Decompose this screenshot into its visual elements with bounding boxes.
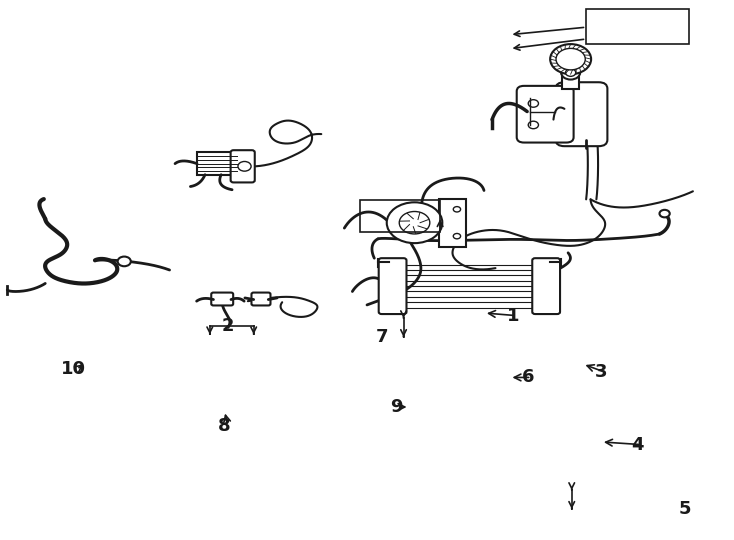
Bar [586,9,688,44]
Circle shape [561,65,580,79]
FancyBboxPatch shape [211,293,233,306]
Bar [562,73,579,89]
Circle shape [238,161,251,171]
Circle shape [556,49,585,70]
Text: 3: 3 [595,363,607,381]
Circle shape [387,202,443,243]
Circle shape [454,207,461,212]
Text: 5: 5 [679,500,691,518]
Circle shape [454,233,461,239]
Text: 8: 8 [218,417,230,435]
Circle shape [550,44,591,74]
Text: 7: 7 [375,328,388,346]
Text: 6: 6 [522,368,534,387]
Text: 2: 2 [222,318,234,335]
Text: 4: 4 [631,436,644,454]
FancyBboxPatch shape [230,150,255,183]
Circle shape [528,100,539,107]
FancyBboxPatch shape [532,258,560,314]
FancyBboxPatch shape [252,293,270,306]
Bar [439,199,466,247]
Circle shape [117,256,131,266]
Circle shape [565,69,575,76]
FancyBboxPatch shape [379,258,407,314]
Circle shape [659,210,669,218]
Bar [360,200,440,232]
Text: 9: 9 [390,398,402,416]
Text: 10: 10 [60,360,86,379]
FancyBboxPatch shape [556,82,608,146]
Circle shape [399,212,430,234]
Bar [197,152,237,175]
FancyBboxPatch shape [517,86,573,143]
Circle shape [528,121,539,129]
Text: 1: 1 [507,307,520,325]
